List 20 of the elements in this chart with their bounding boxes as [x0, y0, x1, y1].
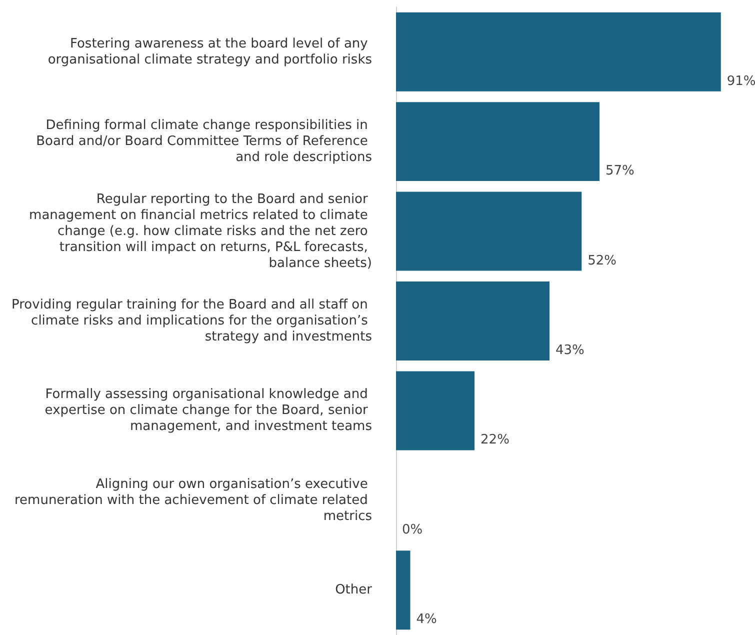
- data-label: 52%: [588, 253, 617, 268]
- bar: [396, 192, 582, 271]
- data-label: 0%: [402, 522, 423, 538]
- data-label: 22%: [480, 432, 510, 448]
- y-tick-label: Defining formal climate change responsibilities in Board and/or Board Committee Terms of Reference and role descriptions: [36, 118, 372, 166]
- bar: [396, 282, 550, 360]
- y-tick-label: Formally assessing organisational knowledge and expertise on climate change for the Board, senior management, and investment teams: [44, 387, 372, 434]
- y-tick-label: Fostering awareness at the board level of any organisational climate strategy and portfolio risks: [48, 36, 372, 68]
- data-label: 57%: [605, 164, 634, 179]
- y-tick-label: Regular reporting to the Board and senior management on financial metrics related to climate change (e.g. how climate risks and the net zero transition will impact on returns, P&L forecasts, balance sheets): [29, 192, 372, 271]
- data-label: 91%: [726, 74, 755, 89]
- bar: [396, 371, 475, 450]
- y-tick-label: Other: [335, 582, 373, 598]
- data-label: 43%: [556, 342, 584, 358]
- y-tick-label: Providing regular training for the Board and all staff on climate risks and implications for the organisation’s strategy and investments: [12, 298, 372, 344]
- y-tick-label: Aligning our own organisation’s executive remuneration with the achievement of climate related metrics: [14, 476, 372, 524]
- bar: [396, 12, 721, 92]
- bar: [396, 102, 600, 182]
- data-label: 4%: [416, 612, 437, 628]
- bar: [396, 550, 410, 630]
